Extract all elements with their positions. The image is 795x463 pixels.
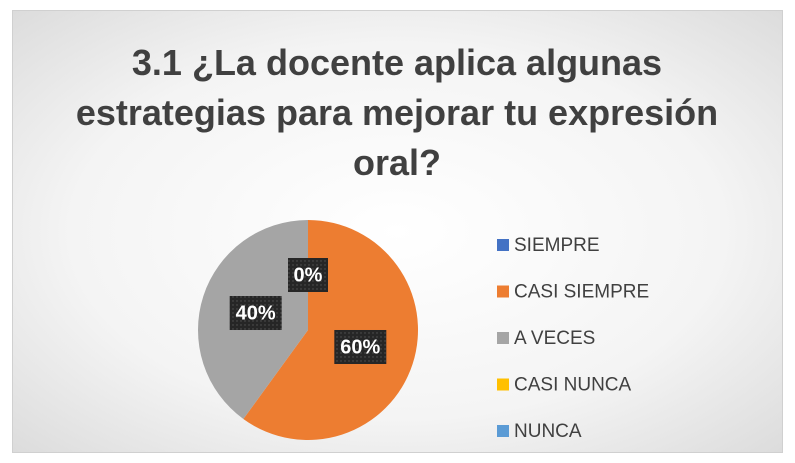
data-label-box [334, 329, 387, 364]
data-label-box [288, 258, 328, 292]
legend-label: A VECES [514, 328, 595, 349]
chart-title: 3.1 ¿La docente aplica algunas estrategi… [75, 42, 719, 183]
legend-swatch [497, 378, 509, 391]
legend-label: NUNCA [514, 421, 582, 442]
data-label-box [229, 296, 282, 331]
legend-swatch [497, 239, 509, 251]
data-label: 60% [340, 336, 380, 358]
legend-label: SIEMPRE [514, 235, 600, 256]
legend-label: CASI SIEMPRE [514, 282, 649, 303]
legend-swatch [497, 425, 509, 437]
legend-swatch [497, 285, 509, 298]
legend-swatch [497, 332, 509, 344]
pie-slice [243, 220, 418, 440]
data-label: 0% [294, 264, 323, 286]
data-label: 40% [236, 302, 276, 324]
legend-label: CASI NUNCA [514, 375, 632, 396]
